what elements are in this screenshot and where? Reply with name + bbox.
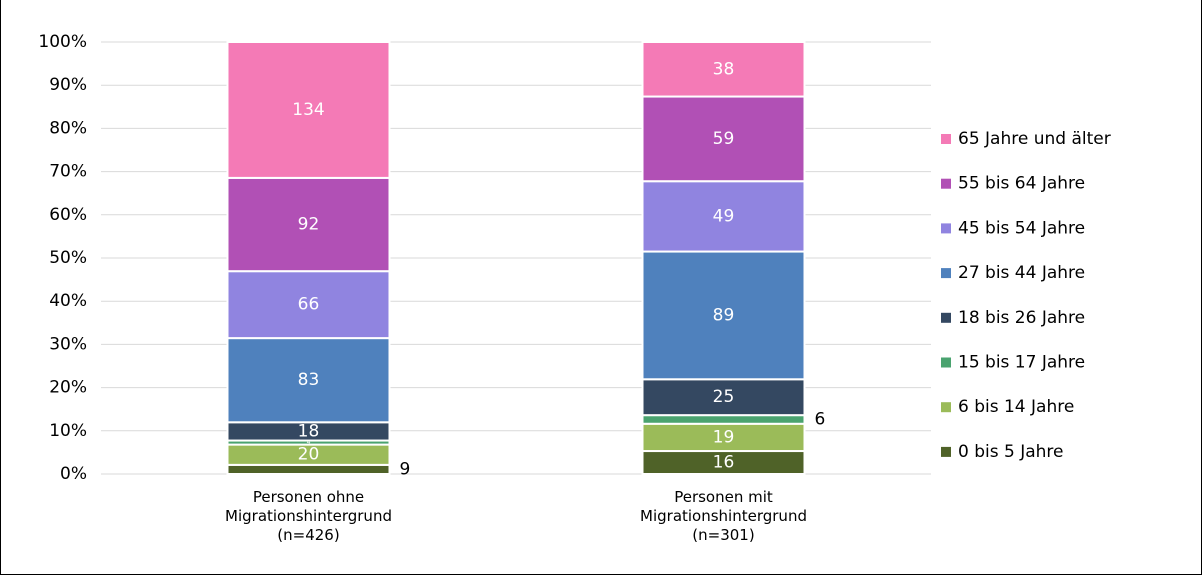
x-tick-label: Personen mit Migrationshintergrund (n=30… xyxy=(640,488,807,544)
data-label: 6 xyxy=(815,409,826,429)
legend-label: 18 bis 26 Jahre xyxy=(958,308,1085,328)
y-tick-label: 90% xyxy=(49,75,87,95)
data-label: 89 xyxy=(713,305,735,325)
bar-segment xyxy=(226,176,391,273)
data-label: 25 xyxy=(713,387,735,407)
bar-segment xyxy=(226,463,391,475)
y-tick-label: 50% xyxy=(49,248,87,268)
data-label: 19 xyxy=(713,427,735,447)
bar-segment xyxy=(641,378,806,417)
data-label: 38 xyxy=(713,59,735,79)
legend-label: 6 bis 14 Jahre xyxy=(958,397,1074,417)
y-tick-label: 60% xyxy=(49,205,87,225)
y-tick-label: 70% xyxy=(49,162,87,182)
y-tick-label: 20% xyxy=(49,378,87,398)
legend-swatch xyxy=(941,134,951,144)
y-tick-label: 40% xyxy=(49,291,87,311)
data-label: 18 xyxy=(298,421,320,441)
data-label: 59 xyxy=(713,129,735,149)
legend-label: 55 bis 64 Jahre xyxy=(958,174,1085,194)
data-label: 92 xyxy=(298,215,320,235)
legend-swatch xyxy=(941,312,951,323)
bar-segment xyxy=(641,422,806,453)
bar-segment xyxy=(226,337,391,424)
y-tick-label: 80% xyxy=(49,118,87,138)
legend-swatch xyxy=(941,268,951,279)
legend-swatch xyxy=(941,357,951,368)
bar-segment xyxy=(641,180,806,253)
data-label: 66 xyxy=(298,295,320,315)
data-label: 16 xyxy=(713,453,735,473)
legend-swatch xyxy=(941,178,951,189)
legend-label: 65 Jahre und älter xyxy=(958,129,1111,149)
y-tick-label: 10% xyxy=(49,421,87,441)
data-label: 9 xyxy=(400,459,411,479)
data-label: 83 xyxy=(298,370,320,390)
y-tick-label: 30% xyxy=(49,334,87,354)
legend-swatch xyxy=(941,402,951,413)
legend-label: 0 bis 5 Jahre xyxy=(958,442,1064,462)
bar-segment xyxy=(641,95,806,183)
data-label: 20 xyxy=(298,445,320,465)
y-tick-label: 0% xyxy=(60,464,87,484)
legend-swatch xyxy=(941,446,951,457)
y-tick-label: 100% xyxy=(38,32,87,52)
legend-swatch xyxy=(941,223,951,234)
legend-label: 15 bis 17 Jahre xyxy=(958,353,1085,373)
data-label: 134 xyxy=(292,100,324,120)
x-tick-label: Personen ohne Migrationshintergrund (n=4… xyxy=(225,488,392,544)
data-label: 49 xyxy=(713,206,735,226)
bar-segment xyxy=(226,41,391,179)
legend-label: 27 bis 44 Jahre xyxy=(958,263,1085,283)
legend-label: 45 bis 54 Jahre xyxy=(958,218,1085,238)
bar-segment xyxy=(641,41,806,98)
bar-segment xyxy=(641,250,806,381)
data-label: 4 xyxy=(307,439,311,446)
bar-segment xyxy=(641,414,806,425)
bar-segment xyxy=(226,270,391,340)
